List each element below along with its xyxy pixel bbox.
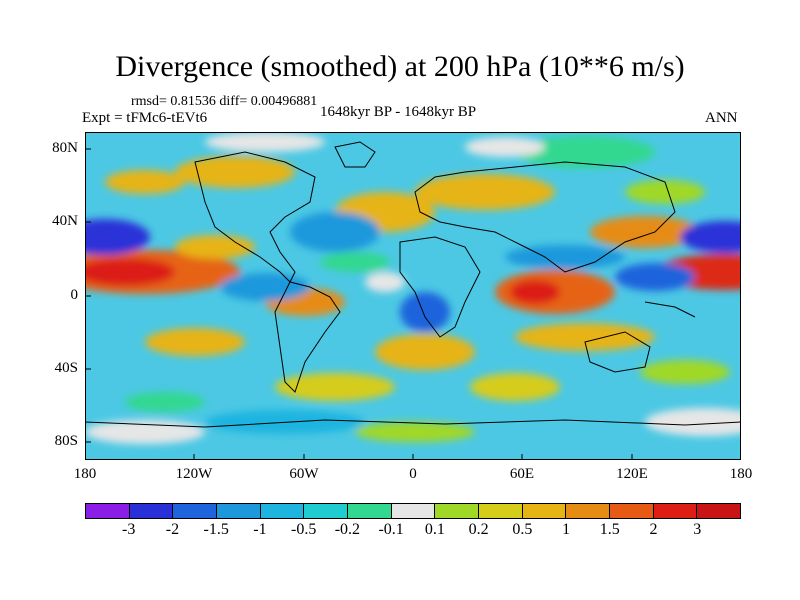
- colorbar-label: 3: [693, 521, 702, 538]
- colorbar-swatch: [217, 504, 261, 518]
- colorbar-swatch: [173, 504, 218, 518]
- colorbar-swatch: [391, 504, 436, 518]
- colorbar-swatch: [566, 504, 611, 518]
- colorbar-swatch: [260, 504, 305, 518]
- colorbar-labels: -3 -2 -1.5 -1 -0.5 -0.2 -0.1 0.1 0.2 0.5 1 1.5 2 3: [85, 521, 741, 541]
- stats-line: rmsd= 0.81536 diff= 0.00496881: [131, 94, 318, 109]
- colorbar-swatch: [348, 504, 392, 518]
- colorbar-swatch: [86, 504, 130, 518]
- colorbar-label: -3: [122, 521, 136, 538]
- colorbar-label: -1: [253, 521, 267, 538]
- colorbar-swatch: [697, 504, 741, 518]
- colorbar-label: 1: [562, 521, 571, 538]
- colorbar-swatch: [129, 504, 174, 518]
- coastlines: [85, 141, 741, 428]
- colorbar-label: 2: [649, 521, 658, 538]
- divergence-map: [85, 132, 741, 460]
- colorbar-swatch: [653, 504, 698, 518]
- axis-ticks: [85, 148, 633, 460]
- x-tick-0: 0: [409, 466, 417, 482]
- colorbar-label: -1.5: [203, 521, 229, 538]
- colorbar: [85, 503, 741, 519]
- colorbar-swatch: [479, 504, 523, 518]
- field-blobs: [85, 132, 741, 444]
- colorbar-swatch: [304, 504, 349, 518]
- colorbar-label: -0.5: [290, 521, 317, 538]
- season-label: ANN: [705, 110, 738, 126]
- colorbar-label: 0.1: [424, 521, 445, 538]
- colorbar-label: 0.2: [468, 521, 489, 538]
- x-tick-120e: 120E: [616, 466, 648, 482]
- x-tick-60w: 60W: [289, 466, 319, 482]
- colorbar-label: -0.2: [334, 521, 361, 538]
- x-tick-180-left: 180: [73, 466, 97, 482]
- colorbar-label: 1.5: [599, 521, 620, 538]
- colorbar-swatch: [522, 504, 567, 518]
- y-tick-80s: 80S: [54, 433, 78, 449]
- x-tick-120w: 120W: [175, 466, 213, 482]
- colorbar-swatch: [610, 504, 654, 518]
- x-tick-180-right: 180: [729, 466, 753, 482]
- period-label: 1648kyr BP - 1648kyr BP: [320, 104, 477, 120]
- experiment-label: Expt = tFMc6-tEVt6: [82, 110, 208, 126]
- colorbar-label: -0.1: [378, 521, 404, 538]
- colorbar-swatch: [435, 504, 480, 518]
- y-tick-0: 0: [70, 287, 79, 303]
- y-tick-40n: 40N: [52, 213, 78, 229]
- colorbar-label: 0.5: [512, 521, 533, 538]
- colorbar-label: -2: [165, 521, 180, 538]
- y-tick-40s: 40S: [54, 360, 78, 376]
- x-tick-60e: 60E: [509, 466, 535, 482]
- chart-title: Divergence (smoothed) at 200 hPa (10**6 …: [115, 50, 685, 83]
- y-tick-80n: 80N: [52, 140, 78, 156]
